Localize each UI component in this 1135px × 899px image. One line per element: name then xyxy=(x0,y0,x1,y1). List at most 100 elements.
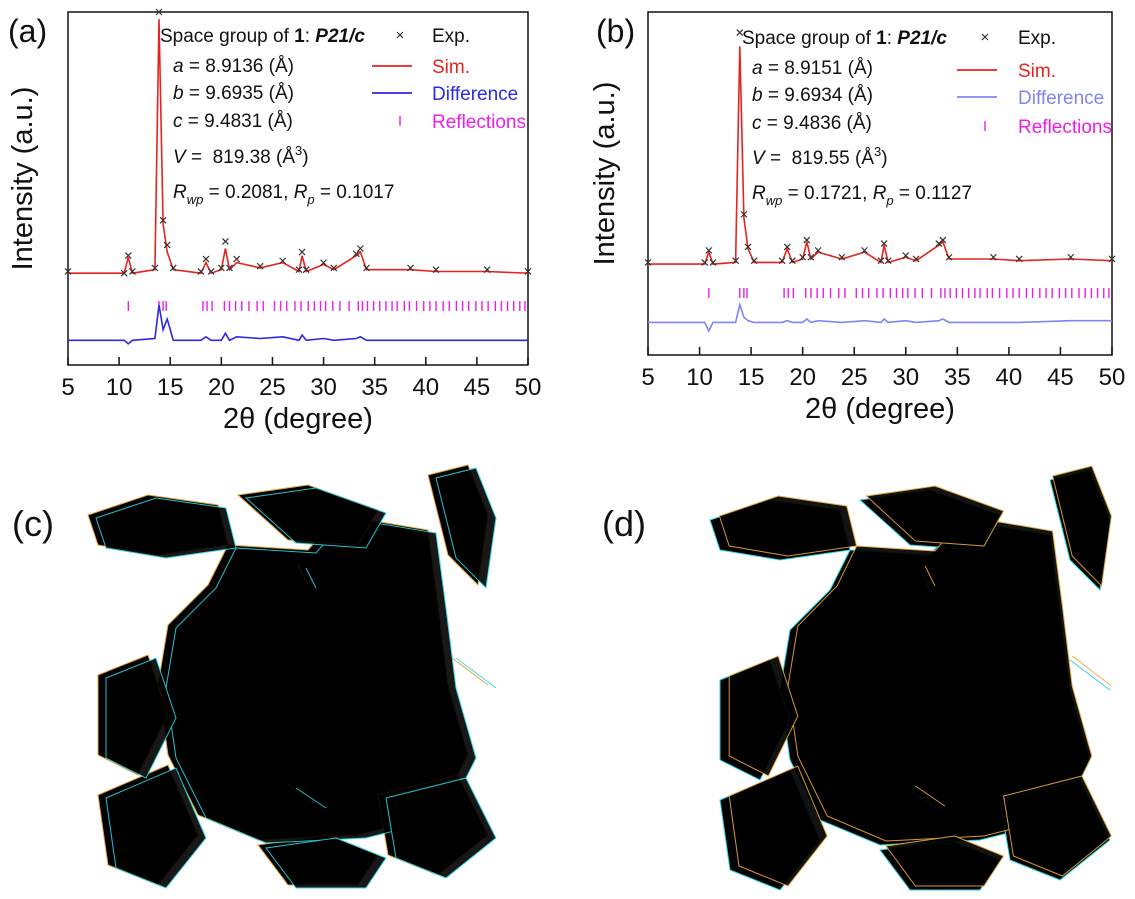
annotation-part: Space group of xyxy=(160,26,294,47)
annotation-part: R xyxy=(752,183,766,204)
x-tick-label: 10 xyxy=(686,364,713,391)
x-tick-label: 45 xyxy=(1047,364,1074,391)
legend-label: Difference xyxy=(1018,88,1104,109)
x-tick-label: 15 xyxy=(738,364,765,391)
annotation-part: = 819.38 (Å xyxy=(186,147,296,168)
x-tick-label: 15 xyxy=(157,374,184,401)
annotation-part: b xyxy=(173,83,184,104)
annotation: V = 819.38 (Å3) xyxy=(173,143,309,168)
exp-point xyxy=(299,249,305,255)
annotation-part: = 8.9151 (Å) xyxy=(763,58,873,79)
annotation: Space group of 1: P21/c xyxy=(742,28,947,49)
annotation-part: : xyxy=(887,28,898,49)
x-tick-label: 50 xyxy=(515,374,542,401)
annotation-part: = 9.4836 (Å) xyxy=(762,113,872,134)
x-tick-label: 25 xyxy=(259,374,286,401)
annotation-part: = 0.2081, xyxy=(203,182,293,203)
annotation-part: a xyxy=(173,56,184,77)
structure-c xyxy=(88,465,496,888)
series-line xyxy=(648,305,1112,331)
x-tick-label: 5 xyxy=(641,364,654,391)
annotation-part: 3 xyxy=(874,144,881,159)
x-tick-label: 40 xyxy=(996,364,1023,391)
panel-label: (b) xyxy=(596,13,635,49)
annotation-part: = 0.1127 xyxy=(894,183,972,204)
annotation-part: ) xyxy=(881,148,887,169)
legend-label: Sim. xyxy=(1018,61,1056,82)
annotation-part: 3 xyxy=(295,143,302,158)
annotation-part: : xyxy=(305,26,316,47)
annotation-part: = 0.1721, xyxy=(782,183,872,204)
annotation-part: c xyxy=(752,113,762,134)
exp-point xyxy=(357,246,363,252)
legend-marker xyxy=(397,32,403,38)
annotation: b = 9.6935 (Å) xyxy=(173,83,294,104)
y-axis-title: Intensity (a.u.) xyxy=(589,82,621,266)
x-tick-label: 45 xyxy=(464,374,491,401)
x-tick-label: 5 xyxy=(61,374,74,401)
x-tick-label: 20 xyxy=(789,364,816,391)
annotation-part: R xyxy=(294,182,308,203)
x-tick-label: 25 xyxy=(841,364,868,391)
annotation: a = 8.9136 (Å) xyxy=(173,56,294,77)
annotation-part: = 8.9136 (Å) xyxy=(184,56,294,77)
panel-label: (d) xyxy=(602,503,646,544)
x-tick-label: 35 xyxy=(944,364,971,391)
x-tick-label: 30 xyxy=(310,374,337,401)
annotation-part: = 9.4831 (Å) xyxy=(183,111,293,132)
x-tick-label: 20 xyxy=(208,374,235,401)
annotation: c = 9.4836 (Å) xyxy=(752,113,872,134)
x-axis-title: 2θ (degree) xyxy=(805,393,955,425)
x-tick-label: 30 xyxy=(892,364,919,391)
structure-d xyxy=(710,466,1111,890)
annotation-part: c xyxy=(173,111,183,132)
structure-orange xyxy=(719,466,1111,886)
chart: (b) 5 10 15 20 25 30 35 40 45 50 2θ (degree) Intensi… xyxy=(589,12,1125,425)
legend-label: Sim. xyxy=(432,57,470,78)
legend-label: Reflections xyxy=(432,112,526,133)
annotation: Space group of 1: P21/c xyxy=(160,26,365,47)
panel-label: (a) xyxy=(8,13,47,49)
structure-cyan xyxy=(96,468,496,888)
annotation-part: a xyxy=(752,58,763,79)
annotation-part: wp xyxy=(766,193,783,208)
annotation: a = 8.9151 (Å) xyxy=(752,58,873,79)
x-tick-label: 35 xyxy=(361,374,388,401)
x-tick-label: 50 xyxy=(1099,364,1126,391)
annotation: c = 9.4831 (Å) xyxy=(173,111,293,132)
annotation-part: P21/c xyxy=(315,26,365,47)
annotation-part: = 9.6934 (Å) xyxy=(763,85,873,106)
annotation: b = 9.6934 (Å) xyxy=(752,85,873,106)
annotation-part: 1 xyxy=(876,28,887,49)
exp-point xyxy=(222,238,228,244)
x-tick-label: 40 xyxy=(412,374,439,401)
legend-marker xyxy=(982,34,988,40)
figure: (c) (d) (a)51015202530354045502θ (degree… xyxy=(0,0,1135,899)
y-axis-title: Intensity (a.u.) xyxy=(7,87,39,271)
annotation-part: Space group of xyxy=(742,28,876,49)
exp-point xyxy=(234,256,240,262)
legend-label: Exp. xyxy=(432,26,470,47)
annotation-part: 1 xyxy=(294,26,305,47)
annotation: V = 819.55 (Å3) xyxy=(752,144,888,169)
annotation-part: p xyxy=(885,193,893,208)
legend-label: Exp. xyxy=(1018,28,1056,49)
annotation-part: R xyxy=(873,183,887,204)
annotation: Rwp = 0.2081, Rp = 0.1017 xyxy=(173,182,394,207)
annotation-part: = 0.1017 xyxy=(315,182,395,203)
annotation-part: wp xyxy=(187,192,204,207)
legend-label: Reflections xyxy=(1018,117,1112,138)
series-line xyxy=(68,305,528,344)
annotation-part: = 9.6935 (Å) xyxy=(184,83,294,104)
legend-label: Difference xyxy=(432,84,518,105)
annotation-part: ) xyxy=(302,147,308,168)
annotation-part: b xyxy=(752,85,763,106)
x-axis-title: 2θ (degree) xyxy=(223,403,373,435)
annotation-part: = 819.55 (Å xyxy=(765,148,875,169)
annotation-part: P21/c xyxy=(897,28,947,49)
annotation-part: p xyxy=(306,192,314,207)
annotation: Rwp = 0.1721, Rp = 0.1127 xyxy=(752,183,972,208)
panel-label: (c) xyxy=(12,503,54,544)
annotation-part: R xyxy=(173,182,187,203)
